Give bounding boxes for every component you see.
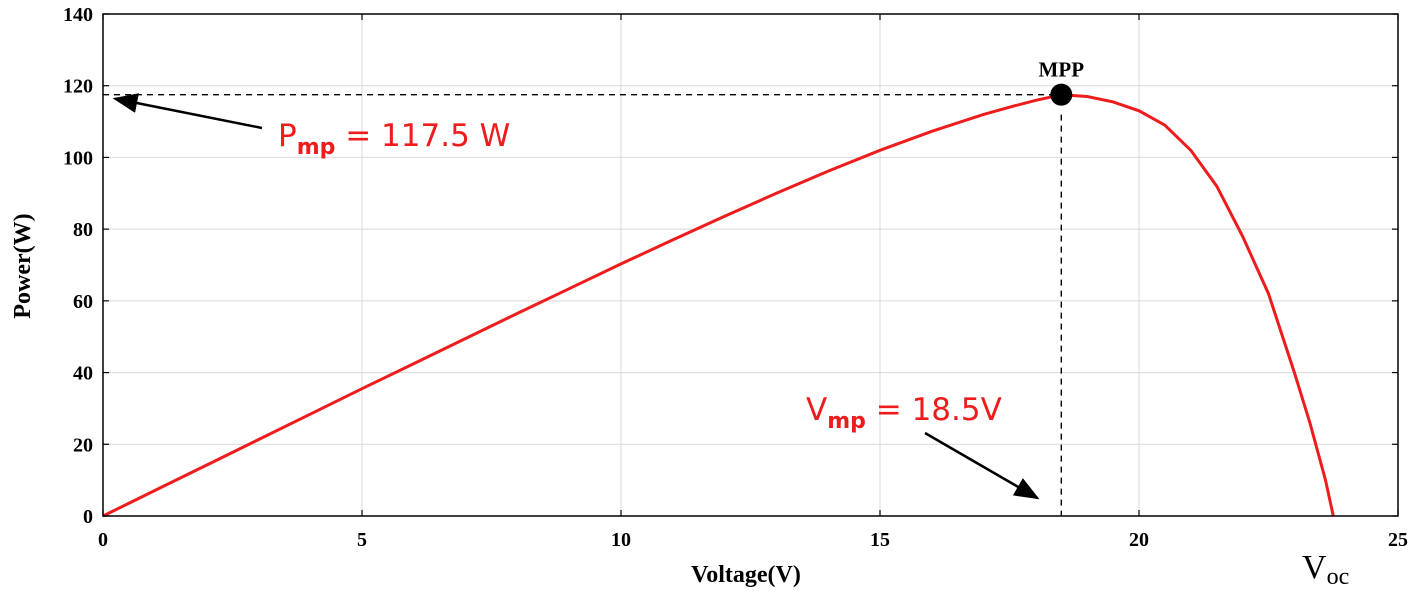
y-tick-label: 40 xyxy=(73,363,93,385)
y-tick-label: 60 xyxy=(73,291,93,313)
x-tick-label: 10 xyxy=(611,529,631,551)
x-tick-label: 25 xyxy=(1388,529,1408,551)
y-tick-label: 140 xyxy=(63,4,93,26)
pmp-annotation: Pmp = 117.5 W xyxy=(278,118,510,160)
x-tick-label: 5 xyxy=(357,529,367,551)
y-tick-label: 100 xyxy=(63,147,93,169)
y-tick-label: 20 xyxy=(73,434,93,456)
axis-ticks: 0 5 10 15 20 25 0 20 40 60 80 100 120 140 xyxy=(63,4,1408,551)
x-tick-label: 15 xyxy=(870,529,890,551)
x-axis-label: Voltage(V) xyxy=(691,562,801,588)
vmp-arrow xyxy=(924,431,1040,500)
mpp-guide-lines xyxy=(103,93,1063,516)
pmp-arrow xyxy=(112,93,263,130)
mpp-label: MPP xyxy=(1039,58,1085,82)
power-curve xyxy=(102,93,1335,518)
voc-annotation: Voc xyxy=(1302,549,1349,590)
x-tick-label: 20 xyxy=(1129,529,1149,551)
y-tick-label: 120 xyxy=(63,76,93,98)
x-tick-label: 0 xyxy=(98,529,108,551)
mpp-point xyxy=(1050,83,1073,106)
y-tick-label: 0 xyxy=(83,506,93,528)
grid-lines xyxy=(102,13,1399,517)
y-axis-label: Power(W) xyxy=(10,213,36,318)
vmp-annotation: Vmp = 18.5V xyxy=(806,392,1002,434)
y-tick-label: 80 xyxy=(73,219,93,241)
plot-frame xyxy=(102,13,1399,517)
